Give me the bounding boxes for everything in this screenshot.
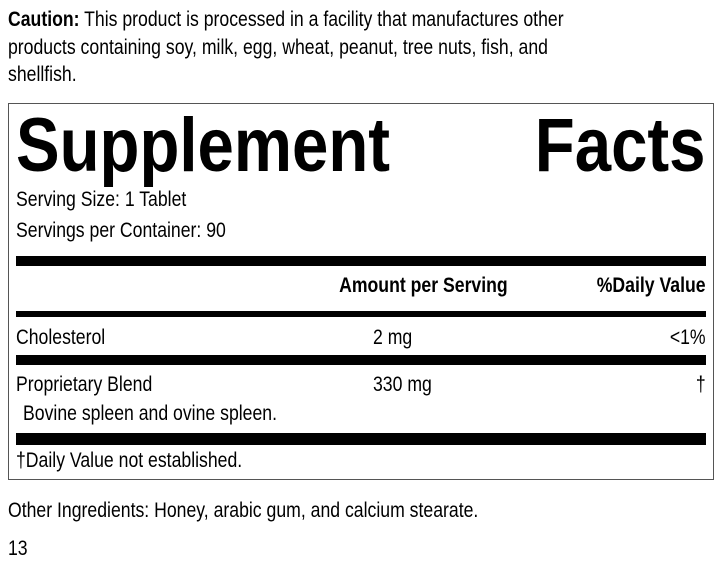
- nutrient-daily-value: †: [696, 373, 706, 396]
- other-ingredients: Other Ingredients: Honey, arabic gum, an…: [8, 499, 479, 522]
- title-word-facts: Facts: [535, 103, 706, 188]
- nutrient-name: Proprietary Blend: [16, 373, 153, 396]
- nutrient-amount: 2 mg: [373, 326, 413, 349]
- caution-label: Caution:: [8, 8, 80, 31]
- divider-thick: [16, 256, 706, 266]
- nutrient-name: Cholesterol: [16, 326, 106, 349]
- panel-title: Supplement Facts: [16, 108, 706, 184]
- divider-thick: [16, 355, 706, 365]
- title-word-supplement: Supplement: [16, 103, 391, 188]
- caution-line-2: products containing soy, milk, egg, whea…: [8, 36, 548, 59]
- serving-size: Serving Size: 1 Tablet: [16, 188, 187, 211]
- footnote: †Daily Value not established.: [16, 449, 243, 472]
- supplement-facts-panel: [8, 103, 714, 480]
- divider-medium: [16, 311, 706, 317]
- page-number: 13: [8, 537, 28, 560]
- caution-line-3: shellfish.: [8, 63, 77, 86]
- divider-thick: [16, 433, 706, 445]
- nutrient-daily-value: <1%: [670, 326, 706, 349]
- caution-line-1: Caution: This product is processed in a …: [8, 8, 564, 32]
- servings-per-container: Servings per Container: 90: [16, 219, 226, 242]
- blend-detail: Bovine spleen and ovine spleen.: [23, 402, 278, 425]
- header-daily-value: %Daily Value: [597, 274, 706, 297]
- header-amount-per-serving: Amount per Serving: [339, 274, 508, 297]
- caution-text: This product is processed in a facility …: [79, 8, 564, 31]
- nutrient-amount: 330 mg: [373, 373, 432, 396]
